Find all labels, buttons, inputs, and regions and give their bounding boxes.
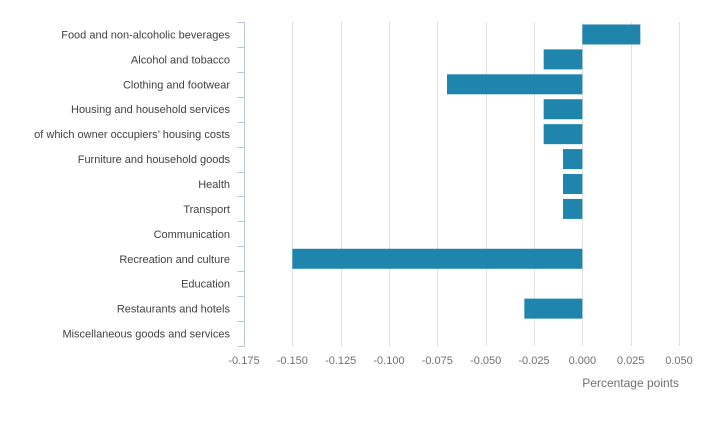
bar: Housing and household services: -0.02	[543, 99, 583, 120]
category-label: Clothing and footwear	[123, 79, 230, 91]
x-tick-label: -0.025	[518, 355, 549, 367]
x-tick-label: -0.175	[228, 355, 259, 367]
x-axis-title: Percentage points	[582, 376, 679, 390]
category-label: Furniture and household goods	[78, 154, 231, 166]
category-label: Health	[198, 179, 230, 191]
category-label: Miscellaneous goods and services	[62, 329, 230, 341]
x-tick-label: 0.000	[569, 355, 597, 367]
bar: Transport: -0.01	[563, 198, 583, 219]
bar: Restaurants and hotels: -0.03	[524, 298, 583, 319]
x-tick-label: -0.150	[277, 355, 308, 367]
category-label: Communication	[154, 229, 230, 241]
x-tick-labels: -0.175 -0.150 -0.125 -0.100 -0.075 -0.050 -0.0…	[228, 355, 692, 367]
bar: of which owner occupiers’ housing costs:…	[543, 124, 583, 145]
category-label: Recreation and culture	[119, 254, 230, 266]
category-label: Housing and household services	[71, 104, 230, 116]
x-tick-label: -0.075	[422, 355, 453, 367]
bar: Health: -0.01	[563, 174, 583, 194]
bars: Food and non-alcoholic beverages: 0.03 Al…	[292, 24, 641, 319]
x-tick-label: -0.050	[470, 355, 501, 367]
bar: Food and non-alcoholic beverages: 0.03	[582, 24, 641, 45]
gridlines	[292, 22, 680, 346]
x-tick-label: -0.100	[373, 355, 404, 367]
bar: Furniture and household goods: -0.01	[563, 149, 583, 170]
x-tick-label: -0.125	[325, 355, 356, 367]
category-label: Restaurants and hotels	[117, 304, 231, 316]
category-label: of which owner occupiers’ housing costs	[34, 129, 230, 141]
category-label: Alcohol and tobacco	[131, 54, 230, 66]
category-label: Transport	[183, 204, 230, 216]
x-tick-label: 0.025	[617, 355, 645, 367]
y-axis	[237, 22, 245, 347]
category-label: Education	[181, 279, 230, 291]
x-tick-label: 0.050	[665, 355, 693, 367]
category-label: Food and non-alcoholic beverages	[61, 29, 230, 41]
category-labels: Food and non-alcoholic beverages Alcohol …	[34, 29, 230, 340]
bar: Clothing and footwear: -0.07	[447, 74, 583, 95]
bar: Alcohol and tobacco: -0.02	[543, 49, 583, 70]
bar: Recreation and culture: -0.15	[292, 248, 583, 269]
